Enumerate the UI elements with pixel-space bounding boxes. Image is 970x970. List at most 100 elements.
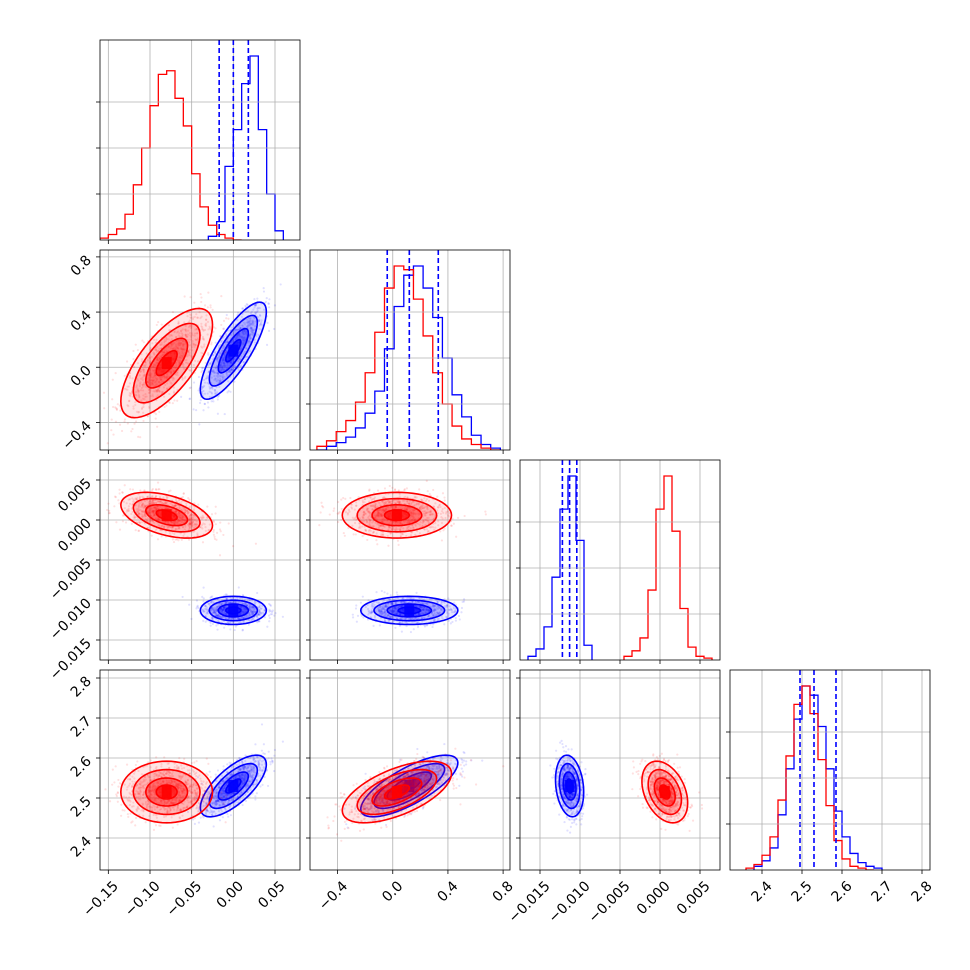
scatter-point — [218, 375, 222, 378]
scatter-point — [142, 374, 145, 377]
scatter-point — [163, 405, 166, 409]
scatter-point — [383, 502, 386, 505]
scatter-point — [211, 308, 214, 311]
scatter-point — [222, 606, 225, 609]
scatter-point — [171, 525, 174, 529]
scatter-point — [148, 368, 152, 372]
scatter-point — [141, 383, 144, 386]
scatter-point — [250, 329, 254, 332]
scatter-point — [154, 363, 157, 367]
scatter-point — [200, 391, 204, 394]
scatter-point — [448, 608, 451, 612]
scatter-point — [410, 617, 413, 621]
scatter-point — [404, 601, 407, 604]
scatter-point — [249, 323, 252, 326]
scatter-point — [164, 502, 167, 505]
scatter-point — [123, 418, 127, 421]
scatter-point — [206, 375, 209, 378]
scatter-point — [232, 545, 235, 548]
scatter-point — [417, 612, 420, 616]
scatter-point — [238, 357, 241, 361]
scatter-point — [186, 333, 190, 336]
scatter-point — [206, 333, 209, 336]
scatter-point — [135, 497, 138, 501]
scatter-point — [405, 508, 408, 511]
scatter-point — [126, 404, 129, 407]
scatter-point — [142, 496, 145, 499]
scatter-point — [222, 612, 225, 615]
scatter-point — [434, 502, 437, 505]
scatter-point — [210, 400, 213, 403]
scatter-point — [160, 323, 163, 326]
scatter-point — [436, 505, 440, 509]
scatter-point — [385, 612, 389, 615]
scatter-point — [259, 607, 262, 610]
scatter-point — [189, 525, 192, 529]
scatter-point — [391, 621, 394, 624]
scatter-point — [167, 338, 170, 341]
scatter-point — [274, 612, 277, 615]
scatter-point — [174, 504, 177, 508]
scatter-point — [421, 616, 424, 619]
scatter-point — [171, 367, 174, 370]
scatter-point — [106, 442, 109, 445]
scatter-point — [242, 606, 246, 609]
scatter-point — [400, 605, 403, 608]
scatter-point — [399, 600, 403, 604]
scatter-point — [195, 338, 198, 342]
scatter-point — [228, 369, 231, 372]
scatter-point — [254, 320, 257, 323]
scatter-point — [210, 343, 213, 346]
scatter-point — [214, 392, 217, 395]
scatter-point — [452, 522, 455, 525]
scatter-point — [173, 521, 177, 524]
scatter-point — [141, 389, 145, 392]
scatter-point — [186, 355, 189, 358]
scatter-point — [219, 335, 222, 338]
scatter-point — [207, 602, 210, 605]
scatter-point — [147, 391, 151, 395]
scatter-point — [172, 520, 175, 524]
scatter-point — [252, 322, 255, 325]
scatter-point — [396, 612, 399, 615]
scatter-point — [249, 350, 252, 353]
scatter-point — [215, 613, 218, 617]
scatter-point — [150, 378, 153, 382]
scatter-point — [409, 520, 412, 523]
histogram-series-1 — [100, 70, 242, 240]
scatter-point — [228, 601, 231, 604]
scatter-point — [173, 532, 176, 535]
scatter-point — [179, 342, 182, 345]
scatter-point — [204, 323, 207, 326]
scatter-point — [189, 514, 192, 517]
scatter-point — [436, 611, 439, 615]
scatter-point — [215, 538, 218, 541]
scatter-point — [208, 523, 211, 526]
scatter-point — [438, 612, 441, 615]
scatter-point — [391, 486, 394, 489]
scatter-point — [190, 355, 193, 359]
scatter-point — [158, 495, 162, 499]
scatter-point — [154, 389, 157, 392]
scatter-point — [412, 597, 415, 600]
scatter-point — [189, 517, 192, 520]
scatter-point — [431, 610, 434, 613]
scatter-point — [154, 384, 157, 387]
scatter-point — [149, 388, 152, 391]
scatter-point — [434, 526, 437, 529]
scatter-point — [129, 395, 132, 398]
scatter-point — [202, 610, 205, 613]
scatter-point — [187, 353, 191, 357]
scatter-point — [133, 365, 136, 369]
scatter-point — [389, 532, 392, 535]
scatter-point — [426, 602, 429, 605]
scatter-point — [396, 597, 399, 600]
scatter-point — [395, 612, 398, 615]
scatter-point — [216, 391, 219, 394]
scatter-point — [401, 600, 404, 603]
scatter-point — [190, 520, 193, 523]
scatter-point — [128, 498, 132, 501]
scatter-point — [234, 625, 237, 628]
scatter-point — [152, 364, 155, 367]
scatter-point — [150, 489, 154, 492]
